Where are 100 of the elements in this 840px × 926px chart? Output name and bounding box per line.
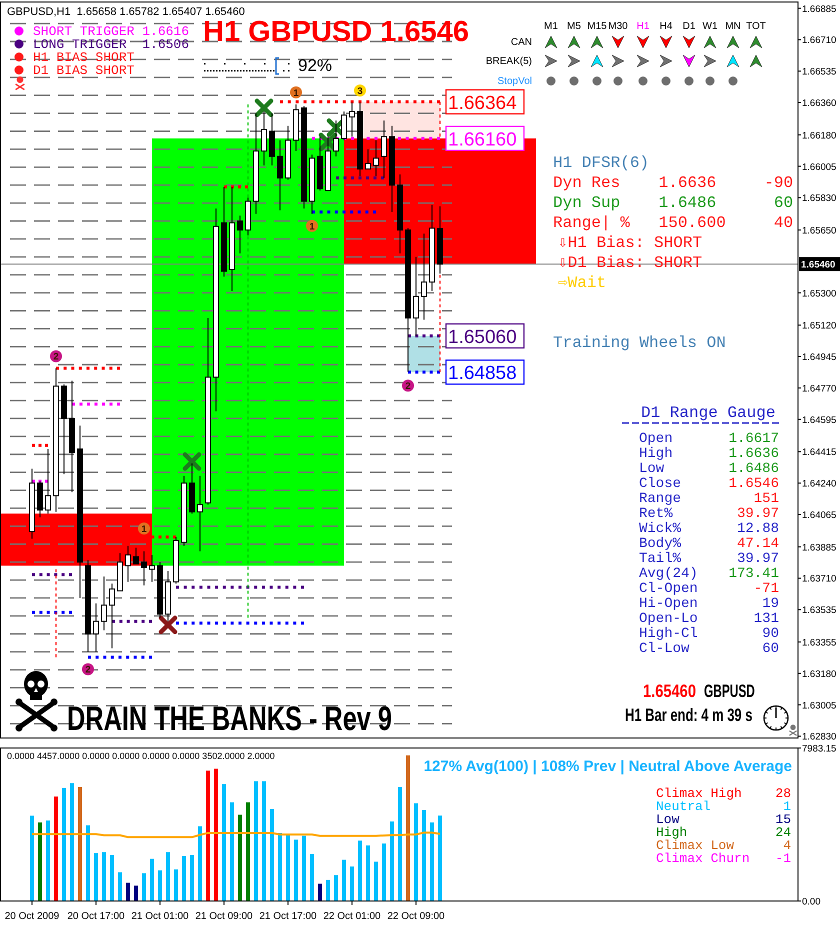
y-tick-label: 1.66180 [802,130,836,142]
annotation: Open [639,431,673,447]
x-tick-label: 21 Oct 17:00 [259,911,318,922]
annotation: 1.6546 [728,476,779,492]
annotation: MN [725,21,741,32]
x-tick-label: 20 Oct 17:00 [67,911,126,922]
annotation: 151 [754,491,779,507]
annotation: 1 [783,799,792,814]
annotation: 1.66364 [448,92,518,114]
y-tick-label: 1.63710 [802,574,836,585]
y-tick-label: 1.66005 [802,162,836,173]
annotation: Hi-Open [639,596,698,612]
annotation: Climax Churn [656,851,750,866]
text: H1 GBPUSD 1.6546 [203,16,469,48]
text: Climax Low [656,838,734,853]
annotation: 1.65460 [643,682,696,702]
annotation: 1.64858 [448,363,517,384]
y-tick-label: 1.63885 [802,542,836,554]
y-tick-label: 1.65120 [802,320,836,332]
annotation: 19 [762,596,779,612]
x-tick-label: 20 Oct 2009 [4,911,60,922]
text: Neutral [656,799,711,814]
annotation: 1.65060 [448,326,517,348]
annotation: Tail% [639,551,682,567]
x-tick-label: 22 Oct 09:00 [387,911,446,922]
annotation: Ret% [639,506,674,522]
annotation: Training Wheels ON [553,334,726,352]
annotation: 60 [762,641,779,657]
annotation: Body% [639,536,682,552]
annotation: D1 BIAS SHORT [33,63,135,78]
annotation: GBPUSD,H1 1.65658 1.65782 1.65407 1.65460 [7,6,245,18]
annotation: 15 [775,812,791,827]
y-tick-label: 7983.15 [802,744,836,754]
x-tick-label: 22 Oct 01:00 [323,911,382,922]
y-tick-label: 1.64415 [802,447,836,458]
y-tick-label: 1.66360 [802,98,836,110]
annotation: TOT [746,21,766,32]
y-tick-label: 1.66535 [802,66,836,78]
annotation: 2 [85,664,91,676]
annotation: Range [639,491,682,507]
annotation: 3 [357,86,363,98]
y-tick-label: 1.64595 [802,414,836,426]
annotation: 173.41 [728,566,779,582]
y-tick-label: 1.64770 [802,383,836,394]
annotation: M5 [567,21,582,32]
y-tick-label: 1.64945 [802,352,836,364]
y-tick-label: 1.63535 [802,605,836,616]
x-tick-label: 21 Oct 09:00 [195,911,254,922]
annotation: 39.97 [736,506,779,522]
y-tick-label: 1.65830 [802,193,836,204]
annotation: High-Cl [639,626,698,642]
y-tick-label: 0.00 [802,896,820,908]
annotation: CAN [510,37,532,48]
annotation: H1 DFSR(6) [553,154,650,172]
annotation: SHORT TRIGGER 1.6616 [33,24,190,39]
annotation: StopVol [498,76,532,87]
text: Low [656,812,680,827]
y-tick-label: 1.62830 [802,732,836,743]
text: Climax High [656,786,742,801]
annotation: H4 [660,21,673,32]
annotation: D1 [682,21,696,32]
annotation: 47.14 [736,536,779,552]
annotation: D1 Range Gauge [641,404,776,422]
annotation: Dyn Res 1.6636 -90 [553,174,794,192]
annotation: -1 [775,851,792,866]
annotation: ⇩H1 Bias: SHORT [558,234,702,252]
y-tick-label: 1.63355 [802,637,836,648]
annotation: 1.6636 [728,446,779,462]
annotation: Wick% [639,521,682,537]
y-tick-label: 1.66710 [802,35,836,46]
annotation: 12.88 [736,521,779,537]
annotation: 2 [53,352,59,363]
text: 127% Avg(100) | 108% Prev | Neutral Above Average [424,758,792,775]
annotation: Low [639,461,665,477]
annotation: W1 [702,21,718,32]
annotation: 1.6617 [728,431,779,447]
y-tick-label: 1.64240 [802,478,836,490]
y-tick-label: 1.64065 [802,510,836,522]
annotation: DRAIN THE BANKS - Rev 9 [67,700,392,738]
annotation: 2 [405,381,411,392]
annotation: Dyn Sup 1.6486 60 [553,194,794,212]
annotation: 1 [309,221,316,232]
y-tick-label: 1.65300 [802,288,836,300]
annotation: M30 [608,21,628,32]
y-tick-label: 1.63180 [802,668,836,680]
annotation: 24 [775,825,792,840]
annotation: 90 [762,626,779,642]
annotation: Cl-Open [639,581,698,597]
annotation: 131 [754,611,779,627]
y-tick-label: 1.63005 [802,700,836,712]
text: High [656,825,688,840]
annotation: 1 [293,88,300,99]
annotation: ⇨Wait [558,274,606,292]
annotation: LONG TRIGGER 1.6506 [33,37,190,52]
annotation: M15 [587,21,608,32]
annotation: BREAK(5) [486,56,532,67]
annotation: High [639,446,673,462]
annotation: 1.6486 [728,461,779,477]
annotation: 0.0000 4457.0000 0.0000 0.0000 0.0000 0.0000 3502.0000 2.0000 [7,751,275,761]
y-tick-label: 1.66885 [802,4,836,15]
